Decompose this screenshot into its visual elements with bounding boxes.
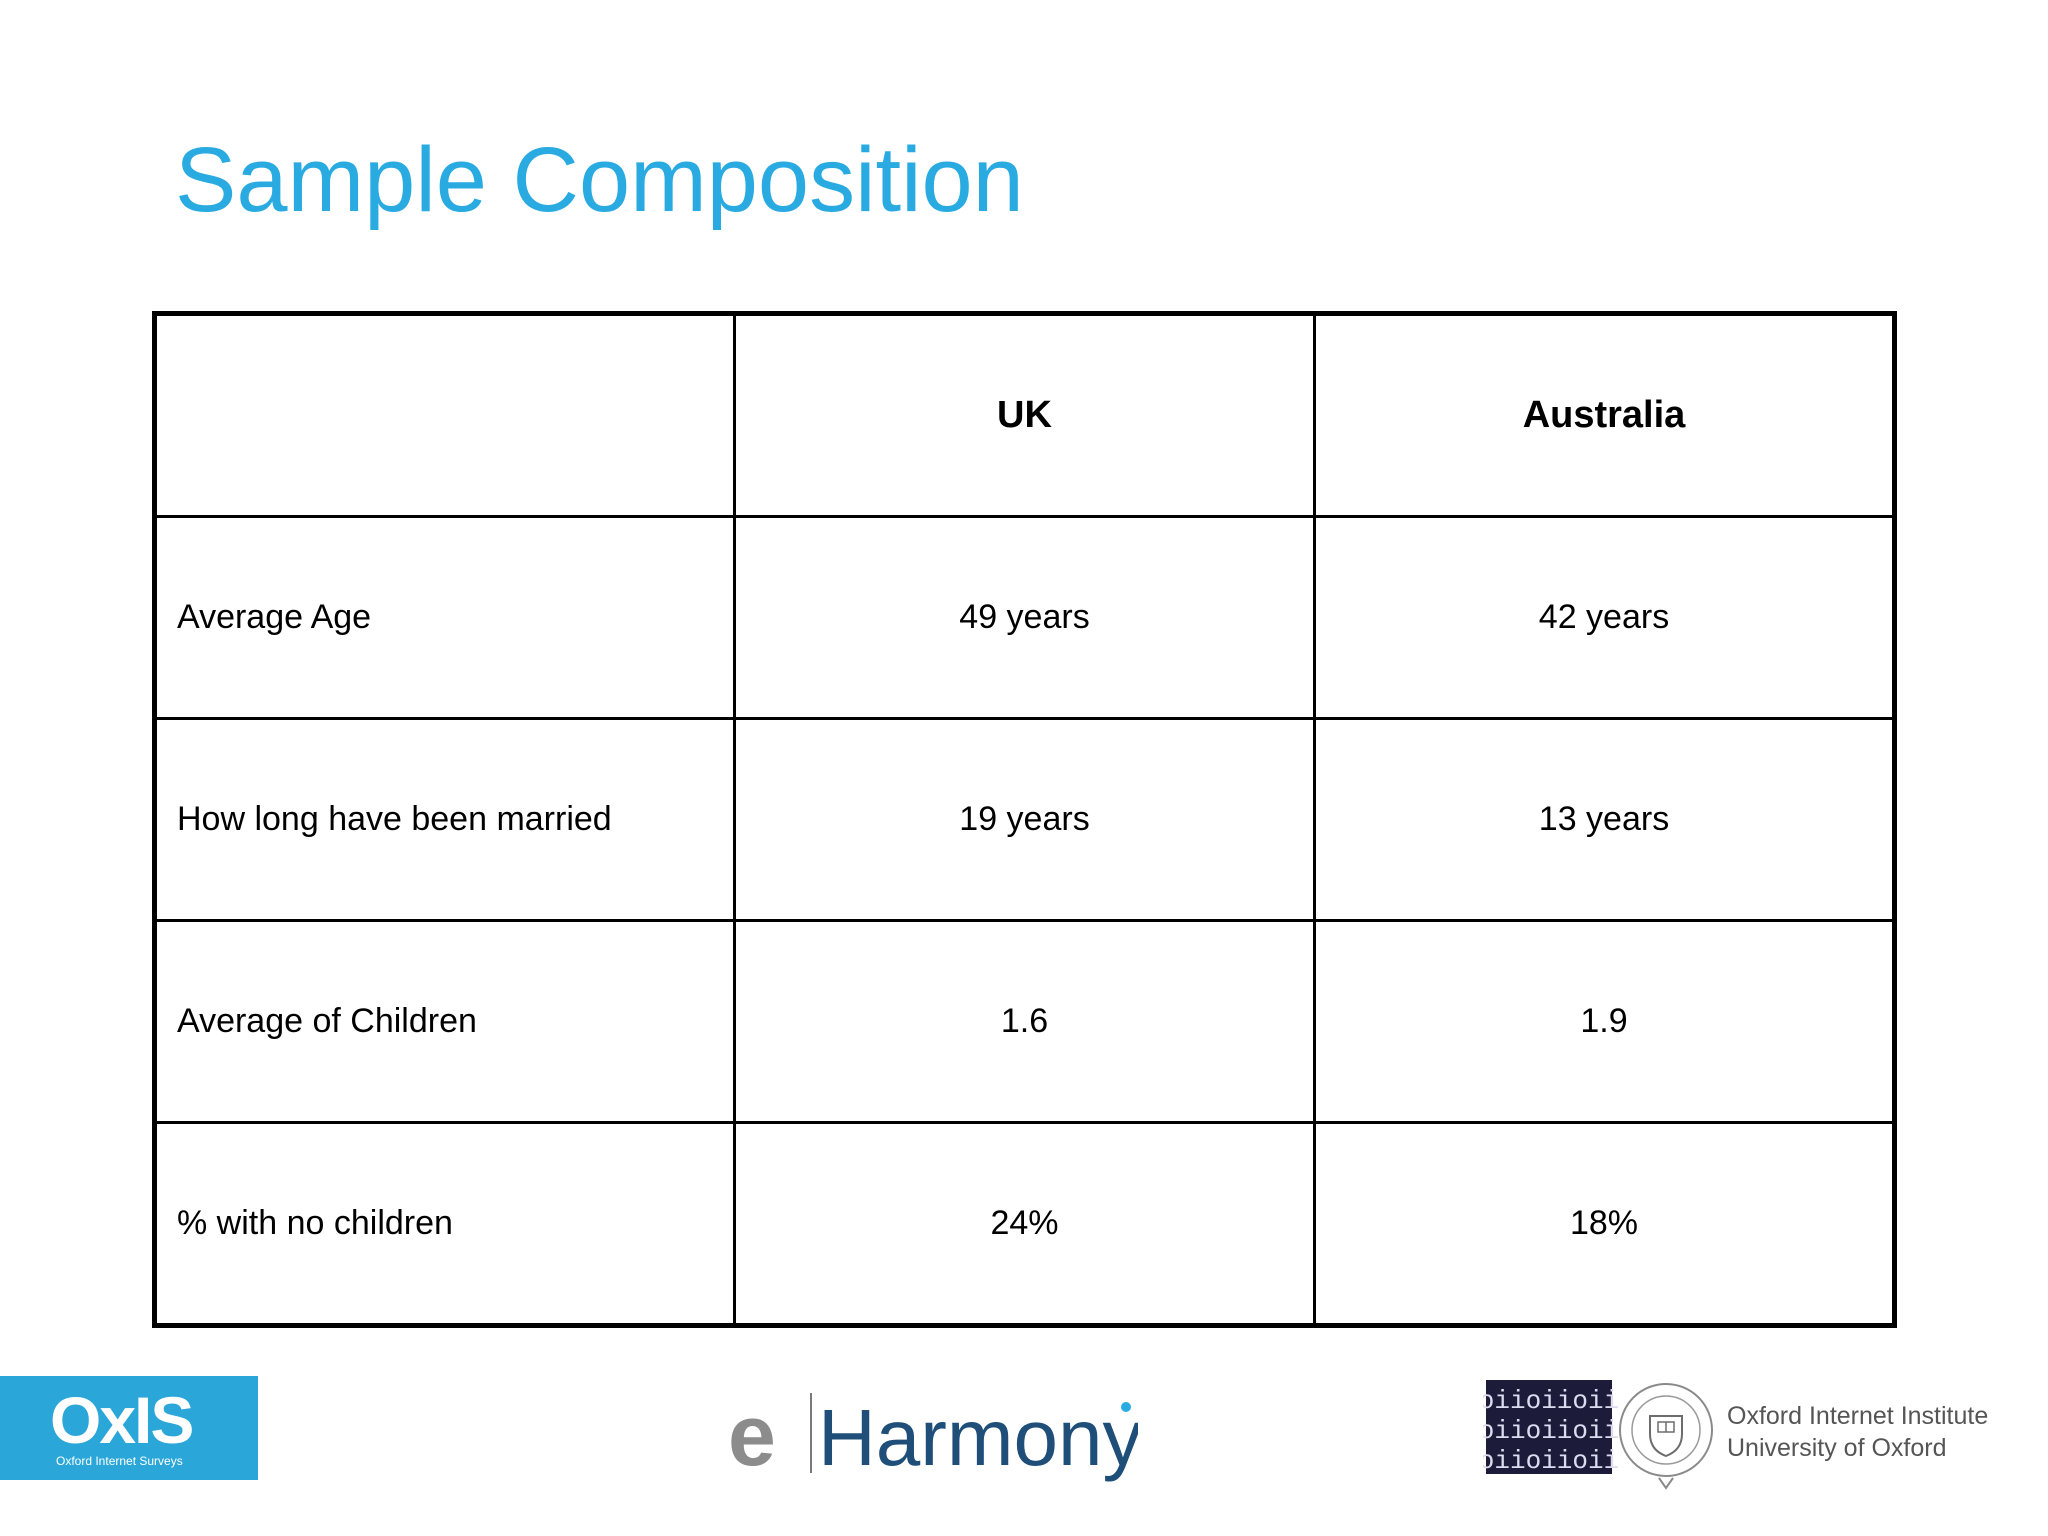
oxis-subtitle: Oxford Internet Surveys	[56, 1454, 183, 1468]
oii-institute-name: Oxford Internet Institute	[1727, 1402, 1989, 1430]
university-crest-icon	[1619, 1383, 1713, 1490]
eharmony-logo-graphic: e Harmony	[728, 1388, 1143, 1484]
oii-binary-line: oiioiioii	[1483, 1386, 1619, 1416]
oii-binary-line: oiioiioii	[1483, 1416, 1619, 1446]
australia-value: 1.9	[1313, 919, 1896, 1124]
table-row: % with no children 24% 18%	[153, 1121, 1896, 1327]
header-empty-cell	[153, 312, 736, 518]
row-label: Average of Children	[153, 919, 736, 1124]
eharmony-wordmark: Harmony	[818, 1393, 1138, 1482]
uk-value: 1.6	[733, 919, 1316, 1124]
row-label: % with no children	[153, 1121, 736, 1327]
uk-value: 24%	[733, 1121, 1316, 1327]
australia-value: 13 years	[1313, 717, 1896, 922]
oxis-logo: OxIS Oxford Internet Surveys	[0, 1376, 258, 1480]
row-label: Average Age	[153, 515, 736, 720]
oii-text: Oxford Internet Institute University of …	[1727, 1400, 1988, 1464]
header-australia: Australia	[1313, 312, 1896, 518]
table-row: Average Age 49 years 42 years	[153, 515, 1896, 720]
oii-university-name: University of Oxford	[1727, 1434, 1947, 1462]
australia-value: 42 years	[1313, 515, 1896, 720]
australia-value: 18%	[1313, 1121, 1896, 1327]
oii-mark-graphic: oiioiioii oiioiioii oiioiioii	[1483, 1380, 1713, 1490]
table-row: Average of Children 1.6 1.9	[153, 919, 1896, 1124]
header-uk: UK	[733, 312, 1316, 518]
eharmony-logo: e Harmony	[728, 1385, 1143, 1495]
uk-value: 49 years	[733, 515, 1316, 720]
row-label: How long have been married	[153, 717, 736, 922]
oii-logo: oiioiioii oiioiioii oiioiioii Oxford Int…	[1483, 1378, 2003, 1496]
slide-title: Sample Composition	[175, 129, 1024, 231]
uk-value: 19 years	[733, 717, 1316, 922]
oii-binary-block	[1486, 1380, 1612, 1474]
eharmony-registered-dot	[1121, 1402, 1131, 1412]
table-header-row: UK Australia	[153, 312, 1896, 518]
oxis-wordmark: OxIS	[50, 1383, 194, 1457]
sample-composition-table: UK Australia Average Age 49 years 42 yea…	[152, 311, 1897, 1328]
eharmony-e-mark: e	[728, 1388, 776, 1484]
table-row: How long have been married 19 years 13 y…	[153, 717, 1896, 922]
oii-binary-line: oiioiioii	[1483, 1446, 1619, 1476]
